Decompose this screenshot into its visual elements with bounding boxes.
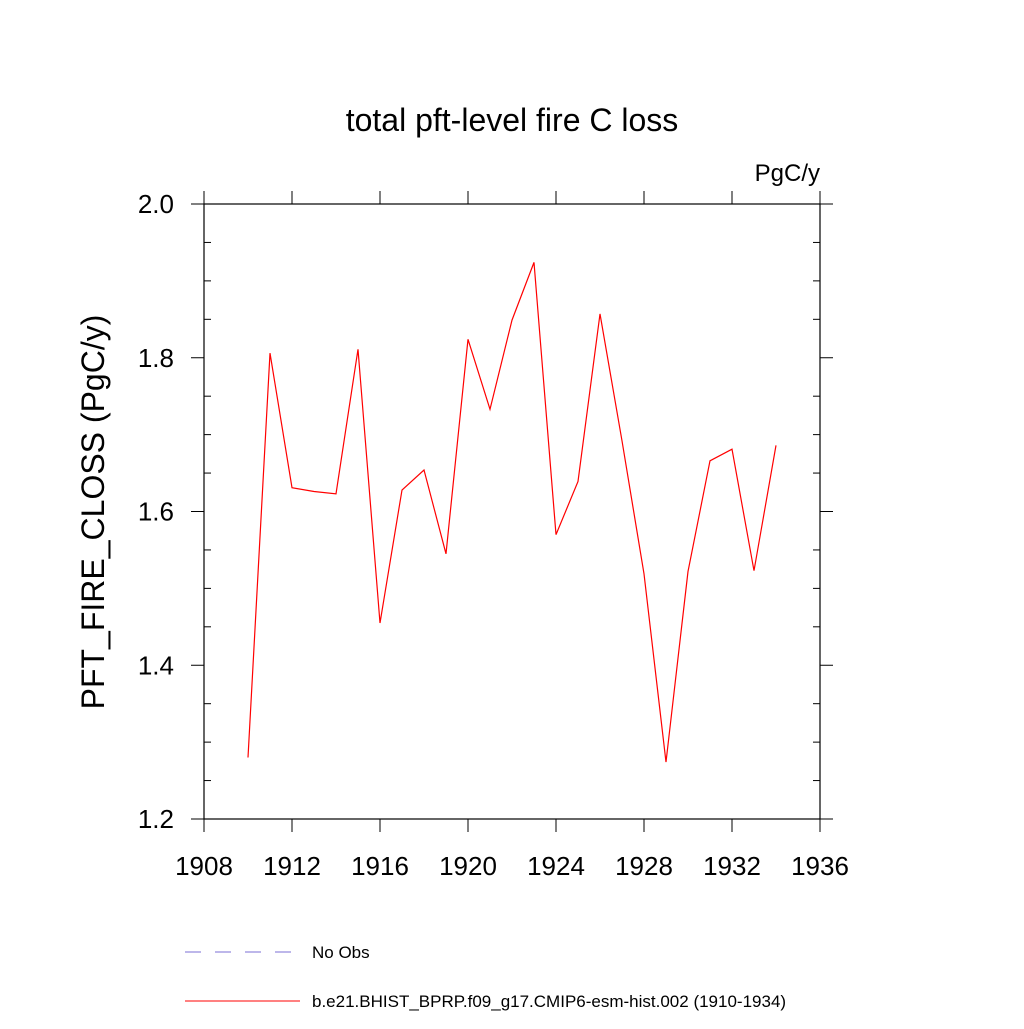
x-tick-label: 1928 <box>615 851 673 881</box>
data-point <box>489 408 492 411</box>
series-layer <box>247 261 778 764</box>
y-tick-label: 1.2 <box>138 804 174 834</box>
data-point <box>577 480 580 483</box>
units-label: PgC/y <box>755 160 820 187</box>
data-point <box>313 490 316 493</box>
y-tick-label: 1.8 <box>138 343 174 373</box>
data-point <box>643 572 646 575</box>
data-point <box>401 488 404 491</box>
data-point <box>709 459 712 462</box>
x-tick-label: 1908 <box>175 851 233 881</box>
data-point <box>445 552 448 555</box>
y-tick-label: 1.6 <box>138 497 174 527</box>
y-tick-label: 2.0 <box>138 189 174 219</box>
x-tick-label: 1932 <box>703 851 761 881</box>
data-point <box>423 468 426 471</box>
data-point <box>621 439 624 442</box>
data-point <box>753 569 756 572</box>
y-tick-label: 1.4 <box>138 650 174 680</box>
legend: No Obs b.e21.BHIST_BPRP.f09_g17.CMIP6-esm… <box>185 943 786 1011</box>
x-tick-label: 1936 <box>791 851 849 881</box>
data-point <box>467 338 470 341</box>
data-point <box>269 352 272 355</box>
data-point <box>247 756 250 759</box>
data-point <box>665 761 668 764</box>
tick-labels: 1908 1912 1916 1920 1924 1928 1932 1936 1.2 1.4 1.… <box>138 189 849 881</box>
data-point <box>335 492 338 495</box>
legend-label: b.e21.BHIST_BPRP.f09_g17.CMIP6-esm-hist.… <box>312 992 786 1011</box>
data-point <box>555 533 558 536</box>
data-point <box>731 448 734 451</box>
data-point <box>533 261 536 264</box>
plot-frame <box>203 203 821 820</box>
legend-label: No Obs <box>312 943 370 962</box>
data-point <box>291 486 294 489</box>
data-point <box>599 312 602 315</box>
axis-ticks <box>191 191 833 832</box>
data-point <box>357 348 360 351</box>
data-point <box>379 621 382 624</box>
y-axis-label: PFT_FIRE_CLOSS (PgC/y) <box>75 315 111 710</box>
chart-title: total pft-level fire C loss <box>346 102 679 138</box>
x-tick-label: 1924 <box>527 851 585 881</box>
data-point <box>511 319 514 322</box>
data-point <box>687 570 690 573</box>
x-tick-label: 1920 <box>439 851 497 881</box>
x-tick-label: 1912 <box>263 851 321 881</box>
x-tick-label: 1916 <box>351 851 409 881</box>
series-line <box>247 262 777 763</box>
data-point <box>775 444 778 447</box>
